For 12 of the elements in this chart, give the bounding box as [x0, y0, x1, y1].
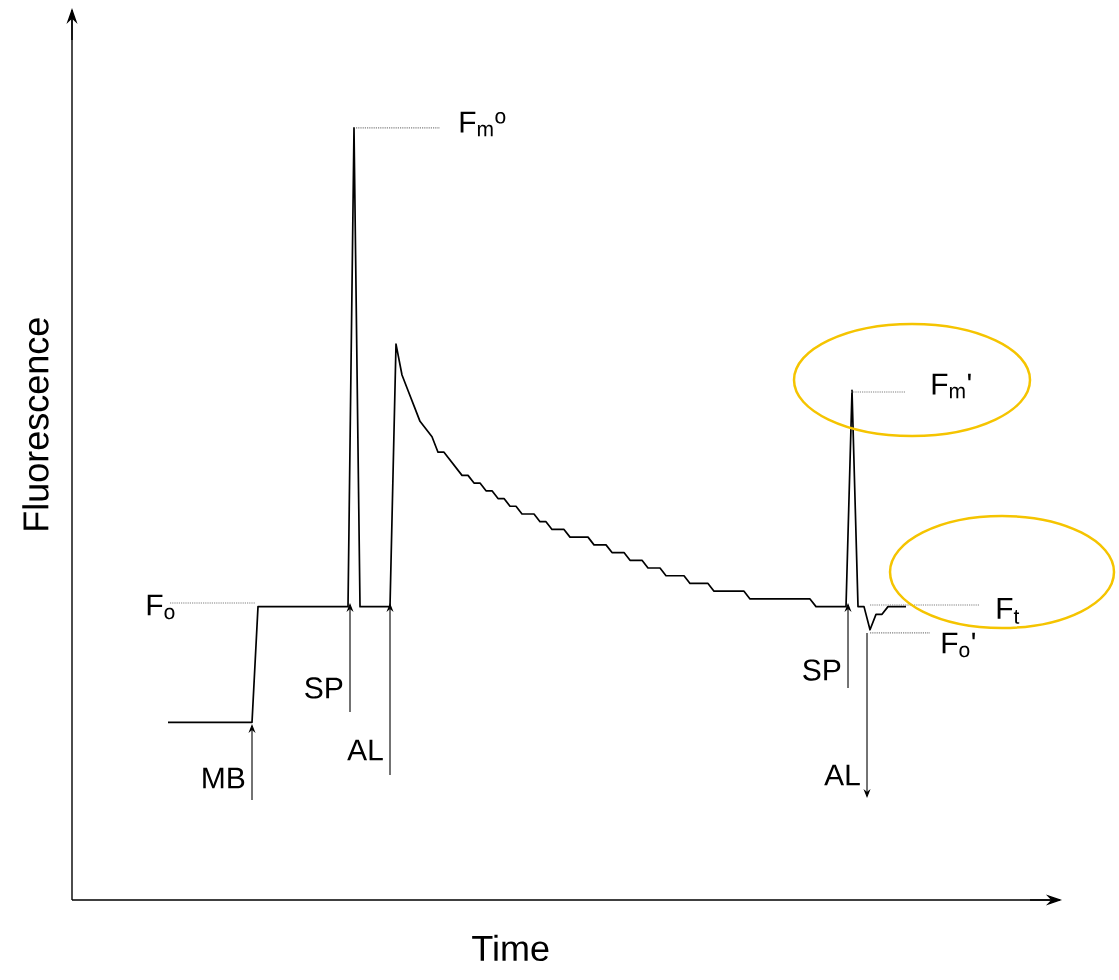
text: F$_{t}$: [997, 598, 1020, 624]
y-axis-title: Fluorescence: [22, 318, 49, 530]
x-axis-title: Time: [472, 934, 549, 962]
annotation: MB: [203, 767, 245, 789]
text: F$_{o}$': [942, 632, 975, 658]
annotation: AL: [347, 739, 383, 761]
annotation: SP: [803, 659, 841, 681]
annotation: F$_{o}$: [147, 594, 175, 620]
annotation: AL: [824, 764, 860, 786]
annotation: SP: [305, 677, 343, 699]
text: F$_{m}$': [932, 373, 971, 399]
annotation: F$_{m}$o: [460, 111, 506, 137]
